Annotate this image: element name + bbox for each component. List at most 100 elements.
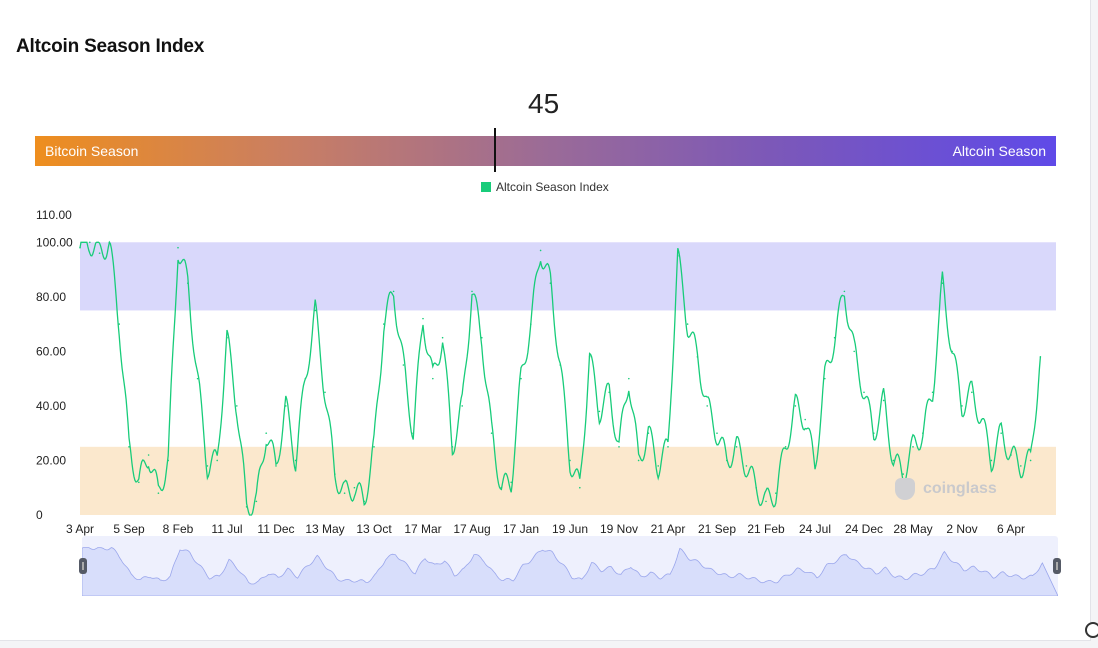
data-point [314, 309, 317, 312]
x-tick-label: 28 May [893, 522, 932, 536]
data-point [294, 459, 297, 462]
data-point [236, 405, 238, 407]
data-point [794, 405, 797, 407]
data-point [735, 446, 738, 448]
legend-label: Altcoin Season Index [496, 180, 609, 194]
data-point [628, 377, 630, 380]
data-point [187, 282, 189, 284]
data-point [490, 432, 493, 434]
y-tick-label: 0 [36, 508, 43, 522]
data-point [245, 506, 248, 508]
data-point [961, 405, 963, 407]
data-point [500, 486, 503, 489]
x-tick-label: 11 Jul [211, 522, 242, 536]
y-tick-label: 40.00 [36, 399, 66, 413]
data-point [588, 356, 591, 358]
x-tick-label: 3 Apr [66, 522, 94, 536]
data-point [539, 249, 542, 252]
x-tick-label: 13 May [305, 522, 344, 536]
data-point [922, 432, 924, 434]
x-tick-label: 19 Jun [552, 522, 588, 536]
zoom-handle-left[interactable] [79, 558, 87, 574]
data-point [726, 459, 728, 462]
data-point [579, 486, 581, 489]
data-point [549, 282, 552, 284]
data-point [686, 323, 689, 325]
data-point [706, 405, 708, 407]
data-point [598, 410, 601, 413]
data-point [833, 336, 836, 339]
data-point [892, 459, 895, 462]
data-point [451, 446, 454, 448]
data-point [461, 405, 464, 407]
coinglass-logo-icon [895, 478, 915, 500]
band-altcoin [80, 242, 1056, 311]
x-tick-label: 21 Feb [747, 522, 785, 536]
data-point [216, 459, 218, 462]
x-tick-label: 8 Feb [163, 522, 194, 536]
data-point [902, 473, 904, 475]
x-tick-label: 24 Jul [799, 522, 831, 536]
data-point [226, 336, 228, 339]
data-point [559, 364, 561, 366]
series-line [79, 240, 1042, 516]
data-point [157, 492, 160, 494]
data-point [481, 336, 483, 339]
data-point [147, 454, 150, 456]
zoom-slider[interactable] [79, 536, 1061, 597]
data-point [971, 391, 973, 394]
zoom-overview [81, 547, 1059, 597]
data-point [255, 500, 258, 503]
data-point [1039, 356, 1042, 358]
data-point [265, 432, 268, 434]
data-point [177, 246, 179, 249]
x-tick-label: 21 Sep [698, 522, 736, 536]
data-point [657, 465, 659, 467]
data-point [138, 481, 140, 484]
watermark-text: coinglass [923, 480, 997, 497]
data-point [108, 241, 111, 244]
data-point [79, 246, 81, 249]
data-point [383, 323, 385, 325]
data-point [422, 317, 424, 320]
data-point [941, 282, 944, 284]
x-tick-label: 13 Oct [356, 522, 392, 536]
x-tick-label: 11 Dec [257, 522, 294, 536]
y-tick-label: 80.00 [36, 290, 66, 304]
settings-icon[interactable] [1085, 622, 1098, 638]
legend-swatch [481, 182, 491, 192]
data-point [882, 399, 885, 402]
zoom-handle-right[interactable] [1053, 558, 1061, 574]
data-point [765, 500, 767, 503]
data-point [1010, 454, 1012, 456]
data-point [618, 446, 620, 448]
data-point [373, 446, 375, 448]
current-index-number: 45 [528, 88, 560, 119]
data-point [608, 391, 610, 394]
data-point [755, 486, 757, 489]
data-point [304, 377, 307, 380]
data-point [363, 500, 366, 503]
x-tick-label: 17 Jan [503, 522, 539, 536]
data-point [196, 377, 199, 380]
page-title: Altcoin Season Index [16, 36, 205, 57]
data-point [206, 465, 209, 467]
data-point [784, 446, 787, 448]
data-point [510, 481, 512, 484]
x-tick-label: 5 Sep [113, 522, 145, 536]
data-point [334, 473, 336, 475]
data-point [696, 356, 699, 358]
bitcoin-season-label: Bitcoin Season [45, 143, 139, 159]
data-point [1000, 432, 1002, 434]
x-tick-label: 19 Nov [600, 522, 638, 536]
data-point [402, 364, 405, 366]
data-point [98, 252, 101, 254]
data-point [853, 350, 855, 353]
y-tick-label: 20.00 [36, 453, 66, 467]
x-tick-label: 17 Aug [453, 522, 490, 536]
chart-legend[interactable]: Altcoin Season Index [481, 180, 609, 194]
data-point [637, 459, 640, 462]
data-point [1020, 465, 1022, 467]
